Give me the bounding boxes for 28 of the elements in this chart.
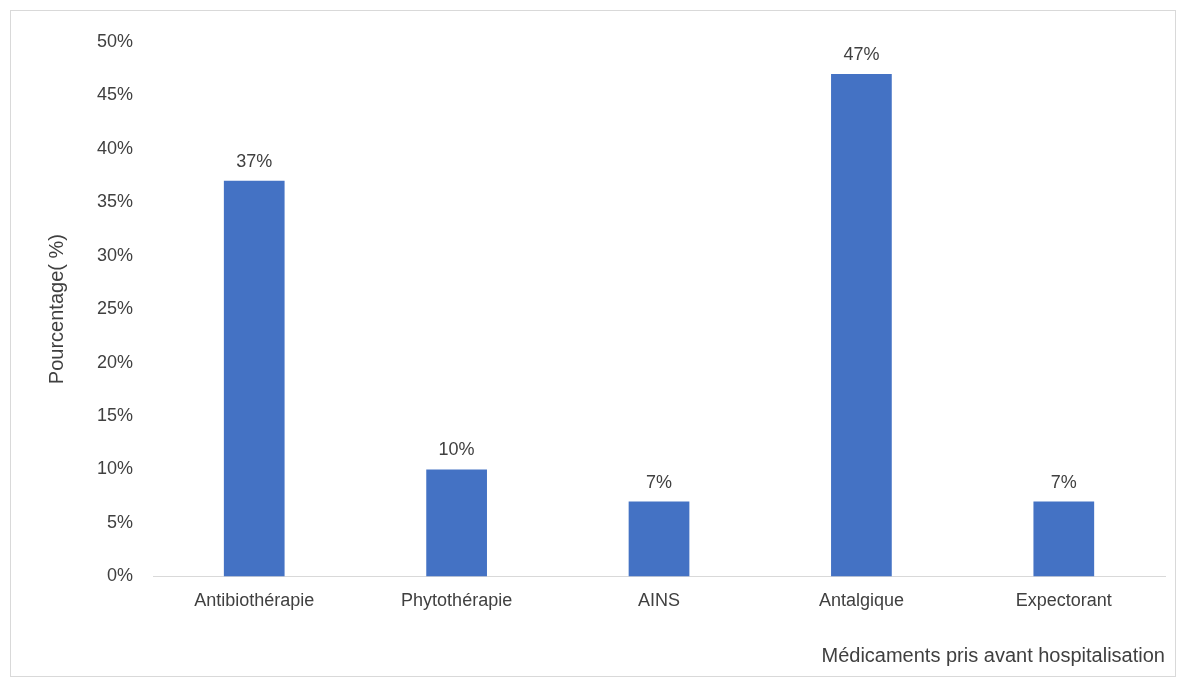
- y-tick-label: 0%: [107, 565, 134, 586]
- y-tick-label: 15%: [97, 404, 134, 425]
- bar: [831, 73, 892, 577]
- y-tick-label: 10%: [97, 458, 134, 479]
- bar: [223, 180, 285, 577]
- x-tick-label: Expectorant: [1015, 590, 1112, 611]
- x-tick-label: Antalgique: [818, 590, 904, 611]
- data-label: 47%: [843, 43, 880, 64]
- y-tick-label: 25%: [97, 298, 134, 319]
- x-tick-label: Phytothérapie: [401, 590, 513, 611]
- y-tick-label: 45%: [97, 84, 134, 105]
- bar: [1033, 501, 1095, 577]
- x-axis-title: Médicaments pris avant hospitalisation: [821, 643, 1165, 666]
- y-tick-label: 5%: [107, 511, 134, 532]
- data-label: 37%: [236, 150, 273, 171]
- x-tick-label: AINS: [638, 590, 681, 611]
- y-tick-label: 35%: [97, 191, 134, 212]
- data-label: 7%: [1050, 471, 1077, 492]
- y-tick-label: 30%: [97, 244, 134, 265]
- x-tick-label: Antibiothérapie: [194, 590, 315, 611]
- bar: [426, 469, 487, 577]
- y-tick-label: 40%: [97, 137, 134, 158]
- y-tick-label: 50%: [97, 30, 134, 51]
- data-label: 10%: [438, 439, 475, 460]
- data-label: 7%: [646, 471, 673, 492]
- y-tick-label: 20%: [97, 351, 134, 372]
- bar: [628, 501, 690, 577]
- y-axis-title: Pourcentage( %): [44, 234, 67, 385]
